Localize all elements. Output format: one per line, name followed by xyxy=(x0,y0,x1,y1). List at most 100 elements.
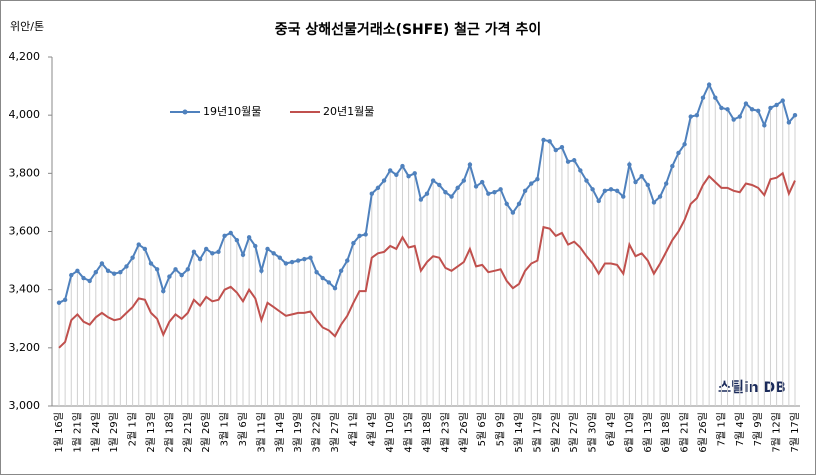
point xyxy=(461,178,466,183)
point xyxy=(148,261,154,266)
point xyxy=(185,267,190,272)
point xyxy=(406,174,411,179)
point xyxy=(412,171,417,176)
y-tick-label: 3,600 xyxy=(9,225,41,238)
point xyxy=(62,297,68,303)
point xyxy=(308,255,313,260)
point xyxy=(320,275,325,281)
x-tick-label: 3월 11일 xyxy=(255,412,267,453)
x-tick-label: 6월 26일 xyxy=(697,412,709,453)
point xyxy=(154,267,160,272)
point xyxy=(81,275,86,281)
point xyxy=(369,191,374,196)
point xyxy=(105,268,111,273)
point xyxy=(99,261,105,266)
point xyxy=(664,181,669,186)
x-tick-label: 6월 18일 xyxy=(660,412,672,453)
x-tick-label: 1월 24일 xyxy=(90,412,102,453)
y-tick-label: 3,200 xyxy=(9,341,41,354)
point xyxy=(682,142,687,147)
x-tick-label: 2월 21일 xyxy=(182,412,194,453)
x-tick-label: 5월 30일 xyxy=(587,412,599,453)
point xyxy=(535,176,540,182)
point xyxy=(467,162,473,167)
point xyxy=(289,259,295,265)
point xyxy=(645,182,650,188)
point xyxy=(510,210,516,215)
x-tick-label: 3월 22일 xyxy=(311,412,323,453)
point xyxy=(283,261,289,266)
point xyxy=(553,147,558,153)
point xyxy=(222,233,227,239)
point xyxy=(338,268,344,273)
point xyxy=(706,82,712,87)
x-tick-label: 4월 1일 xyxy=(347,412,359,446)
x-tick-label: 6월 13일 xyxy=(642,412,654,453)
x-tick-label: 7월 17일 xyxy=(789,412,801,453)
point xyxy=(700,95,706,100)
point xyxy=(688,114,693,119)
point xyxy=(719,105,724,111)
point xyxy=(756,108,761,114)
x-tick-label: 6월 21일 xyxy=(679,412,691,453)
x-tick-label: 6월 4일 xyxy=(605,412,617,446)
point xyxy=(87,278,92,284)
x-tick-label: 4월 4일 xyxy=(366,412,378,446)
point xyxy=(572,158,577,163)
point xyxy=(768,105,773,111)
legend-label: 19년10월물 xyxy=(203,105,261,118)
point xyxy=(381,178,387,183)
point xyxy=(296,258,301,263)
x-tick-label: 5월 6일 xyxy=(476,412,488,446)
point xyxy=(394,172,399,177)
point xyxy=(302,256,307,262)
point xyxy=(277,255,282,260)
point xyxy=(179,272,184,278)
point xyxy=(136,242,141,247)
point xyxy=(240,252,246,257)
point xyxy=(762,123,767,128)
point xyxy=(228,230,233,236)
point xyxy=(173,267,178,272)
point xyxy=(56,300,62,305)
x-tick-label: 7월 12일 xyxy=(771,412,783,453)
point xyxy=(400,163,405,169)
point xyxy=(737,114,742,119)
point xyxy=(743,101,749,106)
x-tick-label: 3월 1일 xyxy=(219,412,231,446)
point xyxy=(142,246,148,252)
x-tick-label: 5월 14일 xyxy=(513,412,525,453)
point xyxy=(375,185,381,191)
point xyxy=(197,256,203,262)
point xyxy=(271,251,276,256)
point xyxy=(522,188,528,193)
point xyxy=(614,188,620,193)
point xyxy=(608,187,614,192)
x-tick-label: 3월 19일 xyxy=(292,412,304,453)
x-tick-label: 1월 21일 xyxy=(71,412,83,453)
point xyxy=(112,271,117,276)
x-tick-label: 4월 26일 xyxy=(458,412,470,453)
x-tick-label: 4월 23일 xyxy=(439,412,451,453)
point xyxy=(559,144,565,150)
point xyxy=(651,200,657,205)
point xyxy=(486,191,491,196)
point xyxy=(326,280,332,285)
point xyxy=(363,232,368,237)
point xyxy=(621,194,626,199)
point xyxy=(780,98,785,103)
point xyxy=(455,185,460,191)
legend-label: 20년1월물 xyxy=(323,105,374,118)
x-tick-label: 3월 14일 xyxy=(274,412,286,453)
point xyxy=(627,162,632,167)
point xyxy=(437,182,442,188)
point xyxy=(639,174,644,179)
point xyxy=(259,268,264,273)
point xyxy=(547,139,552,144)
y-tick-label: 4,000 xyxy=(9,108,41,121)
point xyxy=(725,107,730,112)
point xyxy=(749,107,755,112)
point xyxy=(694,112,700,118)
